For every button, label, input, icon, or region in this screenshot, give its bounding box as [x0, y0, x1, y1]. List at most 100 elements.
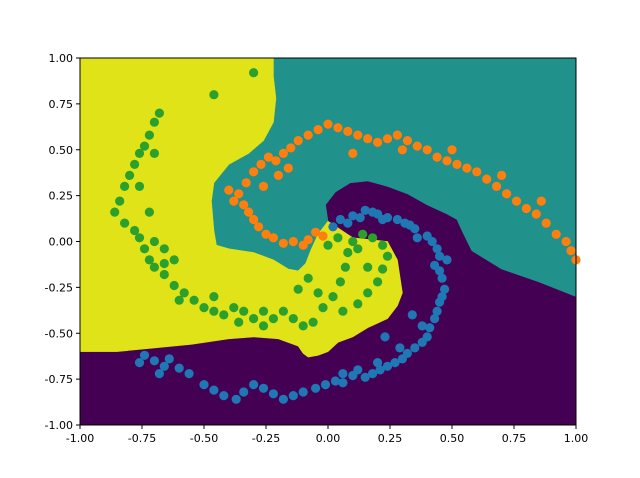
point-class-2 [219, 310, 229, 320]
point-class-0 [417, 337, 427, 347]
point-class-2 [174, 295, 184, 305]
point-class-2 [229, 303, 239, 313]
point-class-0 [278, 394, 288, 404]
point-class-2 [343, 247, 353, 258]
point-class-1 [278, 148, 288, 158]
point-class-1 [497, 170, 507, 180]
point-class-0 [382, 361, 393, 371]
point-class-1 [229, 196, 239, 206]
point-class-1 [566, 246, 576, 256]
point-class-1 [249, 214, 259, 225]
scatter-points [110, 68, 581, 404]
point-class-1 [268, 233, 278, 243]
x-tick-label: -0.25 [252, 432, 280, 445]
point-class-2 [144, 207, 154, 217]
point-class-0 [430, 314, 440, 324]
point-class-1 [502, 189, 512, 199]
point-class-0 [184, 369, 194, 379]
point-class-2 [258, 306, 269, 316]
point-class-1 [422, 145, 432, 155]
point-class-2 [120, 218, 130, 228]
point-class-2 [189, 295, 199, 305]
point-class-0 [355, 213, 365, 223]
y-tick-label: 0.25 [49, 190, 74, 203]
point-class-2 [125, 170, 135, 180]
point-class-2 [328, 292, 338, 302]
point-class-2 [115, 196, 125, 206]
point-class-0 [435, 297, 445, 307]
point-class-1 [521, 203, 532, 214]
y-tick-label: -0.50 [45, 327, 73, 340]
point-class-1 [412, 141, 422, 151]
point-class-0 [440, 284, 450, 294]
point-class-0 [437, 273, 447, 283]
point-class-2 [308, 317, 318, 327]
point-class-1 [492, 181, 502, 191]
point-class-0 [239, 387, 249, 397]
point-class-1 [298, 240, 308, 250]
point-class-0 [432, 244, 442, 254]
point-class-1 [286, 143, 296, 153]
point-class-1 [273, 170, 283, 180]
point-class-2 [249, 314, 259, 324]
x-tick-label: -0.50 [190, 432, 218, 445]
point-class-2 [288, 314, 298, 324]
point-class-2 [298, 321, 308, 331]
point-class-1 [397, 145, 407, 155]
x-tick-label: 1.00 [564, 432, 589, 445]
point-class-0 [328, 222, 338, 232]
point-class-1 [382, 134, 393, 144]
point-class-1 [224, 185, 234, 195]
point-class-1 [256, 159, 266, 169]
point-class-0 [149, 356, 159, 366]
point-class-1 [536, 196, 546, 206]
point-class-0 [139, 350, 150, 360]
point-class-2 [303, 273, 313, 283]
point-class-2 [382, 251, 393, 261]
point-class-1 [442, 156, 452, 166]
point-class-0 [338, 369, 348, 379]
point-class-1 [313, 125, 323, 135]
point-class-2 [199, 303, 209, 313]
point-class-1 [482, 174, 492, 184]
point-class-2 [159, 244, 169, 254]
point-class-0 [298, 387, 308, 397]
point-class-1 [288, 236, 298, 247]
point-class-1 [261, 229, 271, 239]
point-class-1 [249, 167, 259, 177]
x-tick-label: 0.25 [378, 432, 403, 445]
decision-regions [80, 58, 576, 425]
point-class-0 [159, 361, 169, 371]
point-class-0 [397, 354, 407, 364]
point-class-1 [363, 134, 373, 144]
point-class-1 [311, 227, 321, 237]
point-class-1 [323, 119, 333, 129]
point-class-0 [231, 394, 241, 404]
point-class-0 [417, 321, 427, 331]
point-class-2 [318, 303, 328, 313]
point-class-2 [159, 258, 169, 269]
point-class-0 [311, 383, 321, 393]
point-class-1 [462, 163, 472, 173]
point-class-2 [348, 236, 358, 247]
x-tick-label: -0.75 [128, 432, 156, 445]
point-class-0 [368, 369, 378, 379]
point-class-0 [348, 211, 358, 221]
point-class-1 [432, 152, 442, 162]
point-class-1 [561, 236, 571, 247]
point-class-2 [149, 236, 159, 247]
point-class-2 [209, 90, 219, 100]
point-class-0 [410, 224, 420, 234]
point-class-0 [335, 214, 345, 225]
x-tick-label: -1.00 [66, 432, 94, 445]
point-class-0 [164, 354, 174, 364]
point-class-2 [353, 244, 363, 254]
point-class-2 [234, 317, 244, 327]
point-class-0 [360, 372, 370, 382]
point-class-0 [360, 205, 370, 215]
point-class-0 [392, 214, 402, 225]
point-class-2 [323, 240, 333, 250]
point-class-2 [335, 277, 345, 287]
point-class-1 [392, 130, 402, 140]
